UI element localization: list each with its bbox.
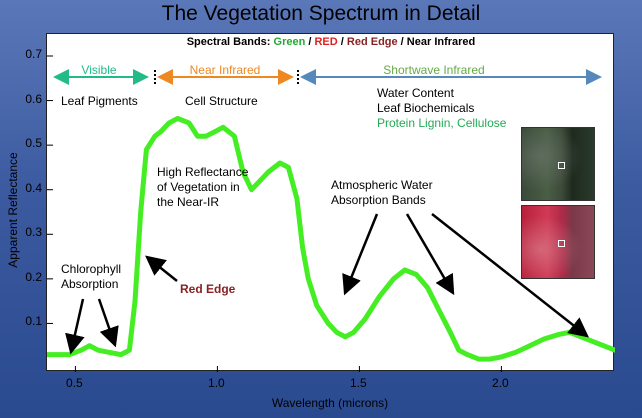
leaf-pigments-label: Leaf Pigments [61, 94, 138, 108]
y-tick-label: 0.4 [25, 180, 42, 195]
x-tick-label: 2.0 [492, 376, 509, 390]
plot-area: Spectral Bands: Green / RED / Red Edge /… [46, 33, 615, 372]
bands-prefix: Spectral Bands: [187, 36, 274, 48]
sample-marker [558, 162, 565, 169]
spectral-bands-caption: Spectral Bands: Green / RED / Red Edge /… [187, 36, 476, 48]
water-bands-label-1: Atmospheric Water [331, 178, 433, 192]
true-color-image-thumbnail [521, 127, 595, 201]
bands-sep-3: / [398, 36, 407, 48]
chart-title: The Vegetation Spectrum in Detail [161, 2, 481, 25]
region-nir-label: Near Infrared [190, 63, 261, 77]
chlorophyll-arrow-2 [97, 298, 119, 348]
water-band-arrow-2 [405, 213, 455, 296]
red-edge-arrow [145, 255, 178, 282]
x-tick-label: 1.5 [350, 376, 367, 390]
false-color-image-thumbnail [521, 205, 595, 279]
bands-green: Green [274, 36, 306, 48]
protein-label: Protein Lignin, Cellulose [377, 116, 507, 130]
bands-red: RED [314, 36, 337, 48]
x-tick-label: 0.5 [66, 376, 83, 390]
bands-red-edge: Red Edge [347, 36, 398, 48]
leaf-biochemicals-label: Leaf Biochemicals [377, 101, 474, 115]
chlorophyll-label-2: Absorption [61, 277, 118, 291]
water-band-arrow-1 [342, 213, 379, 296]
chlorophyll-arrow-1 [65, 298, 85, 355]
x-axis-ticks [74, 366, 502, 372]
y-tick-label: 0.5 [25, 136, 42, 151]
cell-structure-label: Cell Structure [185, 94, 258, 108]
y-tick-label: 0.7 [25, 47, 42, 61]
water-band-arrow-3 [431, 213, 589, 338]
high-reflectance-line-1: High Reflectance [157, 165, 249, 179]
region-visible-label: Visible [81, 63, 116, 77]
y-tick-label: 0.6 [25, 91, 42, 106]
y-tick-label: 0.1 [25, 314, 42, 329]
chlorophyll-label-1: Chlorophyll [61, 262, 121, 276]
water-content-label: Water Content [377, 86, 455, 100]
region-swir-label: Shortwave Infrared [383, 63, 484, 77]
chart-svg: Spectral Bands: Green / RED / Red Edge /… [47, 36, 615, 372]
bands-sep-1: / [305, 36, 314, 48]
bands-sep-2: / [338, 36, 347, 48]
y-axis-ticks [47, 55, 53, 324]
water-bands-label-2: Absorption Bands [331, 193, 426, 207]
high-reflectance-line-3: the Near-IR [157, 195, 219, 209]
red-edge-label: Red Edge [180, 282, 236, 296]
y-tick-label: 0.3 [25, 225, 42, 240]
y-axis-label: Apparent Reflectance [6, 152, 20, 268]
y-tick-label: 0.2 [25, 269, 42, 284]
sample-marker [558, 240, 565, 247]
reflectance-curve [47, 115, 615, 362]
high-reflectance-line-2: of Vegetation in [157, 180, 240, 194]
bands-nir: Near Infrared [407, 36, 475, 48]
x-axis-label: Wavelength (microns) [271, 396, 389, 410]
x-tick-label: 1.0 [208, 376, 225, 390]
